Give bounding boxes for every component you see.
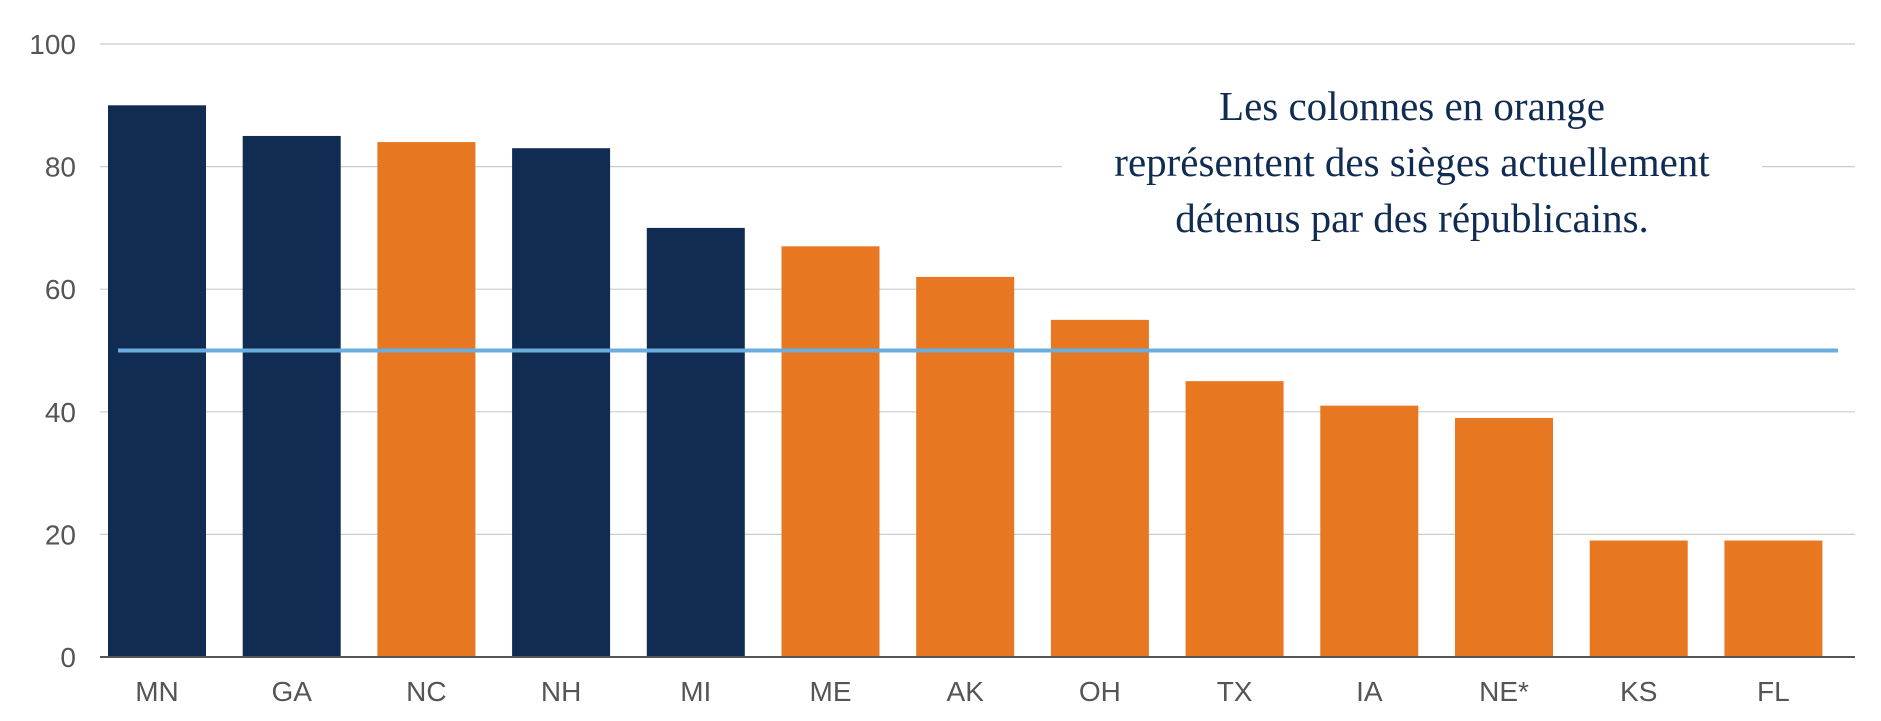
bar-ks (1589, 540, 1688, 657)
x-tick-label: GA (271, 676, 312, 707)
bar-nc (377, 142, 476, 657)
x-tick-label: IA (1356, 676, 1383, 707)
y-axis-tick-labels: 0 20 40 60 80 100 (29, 29, 76, 673)
x-tick-label: NE* (1479, 676, 1529, 707)
x-tick-label: ME (810, 676, 852, 707)
bar-ia (1320, 405, 1419, 657)
y-tick-label: 60 (45, 274, 76, 305)
x-tick-label: MI (680, 676, 711, 707)
y-tick-label: 20 (45, 519, 76, 550)
x-tick-label: NC (406, 676, 446, 707)
bar-mn (108, 105, 206, 658)
x-tick-label: OH (1079, 676, 1121, 707)
bar-me (781, 246, 880, 658)
x-tick-label: TX (1217, 676, 1253, 707)
bar-oh (1050, 319, 1149, 657)
y-tick-label: 80 (45, 152, 76, 183)
x-tick-label: FL (1757, 676, 1790, 707)
bar-tx (1185, 381, 1284, 657)
bar-mi (646, 227, 745, 657)
x-axis-tick-labels: MN GA NC NH MI ME AK OH TX IA NE* KS FL (135, 676, 1790, 707)
bar-fl (1724, 540, 1823, 657)
x-tick-label: KS (1620, 676, 1657, 707)
x-tick-label: AK (947, 676, 985, 707)
bar-nh (512, 148, 611, 657)
bars (108, 105, 1823, 658)
x-tick-label: NH (541, 676, 581, 707)
x-tick-label: MN (135, 676, 179, 707)
chart-annotation: Les colonnes en orange représentent des … (1062, 78, 1762, 246)
bar-ga (242, 135, 341, 657)
y-tick-label: 40 (45, 397, 76, 428)
bar-ne (1455, 417, 1553, 657)
y-tick-label: 100 (29, 29, 76, 60)
bar-ak (916, 276, 1015, 657)
y-tick-label: 0 (60, 642, 76, 673)
